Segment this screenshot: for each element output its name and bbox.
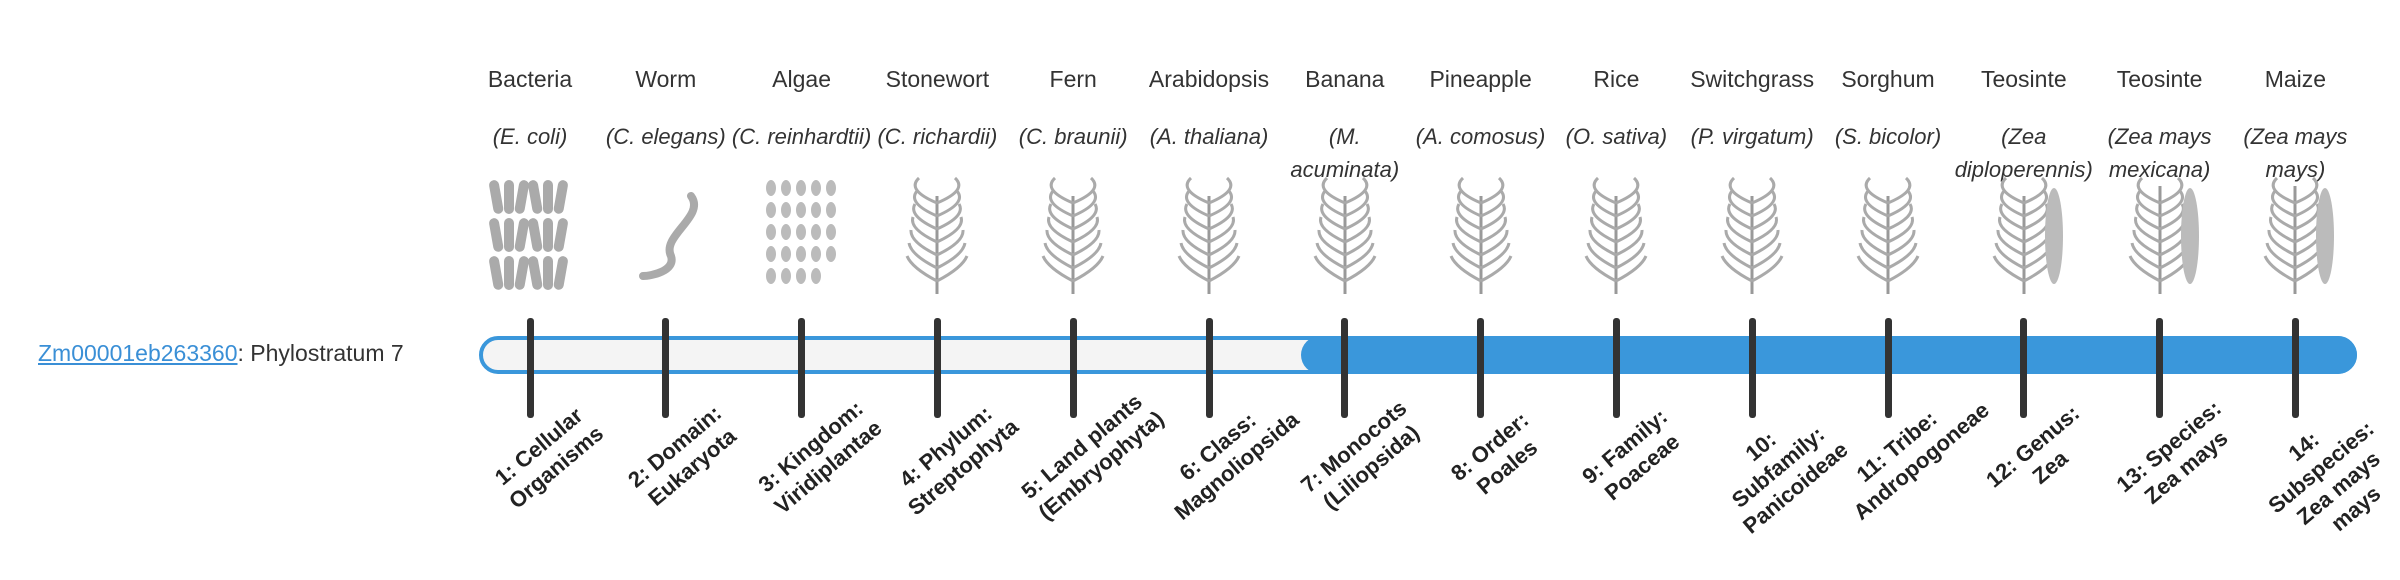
organism-name: Rice: [1593, 66, 1640, 92]
organism-name: Algae: [772, 66, 831, 92]
stratum-label: 9: Family: Poaceae: [1577, 403, 1685, 506]
stratum-tick: [1341, 318, 1349, 418]
stratum-label: 4: Phylum: Streptophyta: [894, 400, 1024, 521]
organism-name: Bacteria: [487, 66, 573, 92]
organism-icon: [1585, 176, 1648, 294]
organism-icon: [1449, 176, 1512, 294]
stratum-label: 8: Order: Poales: [1445, 406, 1542, 500]
organism-species: (C. elegans): [605, 124, 726, 149]
stratum-label: 6: Class: Magnoliopsida: [1169, 406, 1304, 525]
stratum-label: 10: Subfamily: Panicoideae: [1727, 421, 1853, 539]
stratum-tick: [2156, 318, 2164, 418]
organism-species: (A. thaliana): [1149, 124, 1269, 149]
stratum-tick: [1748, 318, 1756, 418]
organism-species: (C. richardii): [877, 124, 998, 149]
organism-icon: [2264, 176, 2335, 294]
organism-icon: [1041, 176, 1105, 294]
stratum-label: 5: Land plants (Embryophyta): [1016, 388, 1169, 525]
stratum-tick: [2291, 318, 2299, 418]
organism-species: (Zea diploperennis): [1954, 124, 2093, 182]
stratum-label: 13: Species: Zea mays: [2111, 395, 2233, 509]
stratum-label: 1: Cellular Organisms: [489, 402, 609, 514]
organism-name: Fern: [1049, 66, 1097, 92]
stratum-tick: [933, 318, 941, 418]
stratum-tick: [1477, 318, 1485, 418]
organism-icon: [765, 180, 836, 284]
organism-species: (Zea mays mays): [2243, 124, 2348, 182]
organism-species: (P. virgatum): [1690, 124, 1814, 149]
organism-name: Teosinte: [1980, 66, 2067, 92]
stratum-tick: [1612, 318, 1620, 418]
organism-species: (A. comosus): [1415, 124, 1546, 149]
organism-name: Switchgrass: [1690, 66, 1815, 92]
organism-species: (S. bicolor): [1834, 124, 1942, 149]
organism-name: Sorghum: [1841, 66, 1935, 92]
stratum-tick: [526, 318, 534, 418]
organism-icon: [638, 192, 698, 280]
organism-species: (Zea mays mexicana): [2107, 124, 2212, 182]
organism-icon: [1992, 176, 2063, 294]
organism-species: (O. sativa): [1565, 124, 1668, 149]
organism-icon: [1313, 176, 1377, 294]
organism-species: (C. braunii): [1018, 124, 1128, 149]
organism-icon: [1856, 176, 1920, 294]
stratum-fill: [1300, 336, 2357, 374]
stratum-tick: [1069, 318, 1077, 418]
stratum-label: 14: Subspecies: Zea mays mays: [2263, 415, 2386, 537]
organism-name: Pineapple: [1429, 66, 1532, 92]
organism-icon: [2128, 176, 2199, 294]
stratum-tick: [662, 318, 670, 418]
organism-name: Stonewort: [885, 66, 990, 92]
gene-label: : Phylostratum 7: [237, 340, 404, 366]
stratum-tick: [1884, 318, 1892, 418]
organism-species: (C. reinhardtii): [731, 124, 872, 149]
organism-name: Banana: [1305, 66, 1385, 92]
organism-name: Worm: [635, 66, 697, 92]
organism-icon: [489, 180, 568, 290]
gene-link[interactable]: Zm00001eb263360: [38, 340, 238, 366]
stratum-tick: [2020, 318, 2028, 418]
organism-name: Maize: [2264, 66, 2327, 92]
organism-name: Teosinte: [2116, 66, 2203, 92]
organism-name: Arabidopsis: [1148, 66, 1270, 92]
stratum-label: 12: Genus: Zea: [1980, 400, 2085, 493]
stratum-label: 7: Monocots (Liliopsida): [1295, 395, 1424, 515]
organism-species: (E. coli): [492, 124, 568, 149]
organism-icon: [1177, 176, 1241, 294]
organism-icon: [1720, 176, 1784, 294]
organism-species: (M. acuminata): [1290, 124, 1400, 182]
stratum-label: 2: Domain: Eukaryota: [622, 400, 741, 511]
gene-line: Zm00001eb263360: Phylostratum 7: [38, 340, 404, 367]
stratum-label: 3: Kingdom: Viridiplantae: [753, 395, 887, 519]
stratum-tick: [798, 318, 806, 418]
organism-icon: [906, 176, 969, 294]
stratum-tick: [1205, 318, 1213, 418]
